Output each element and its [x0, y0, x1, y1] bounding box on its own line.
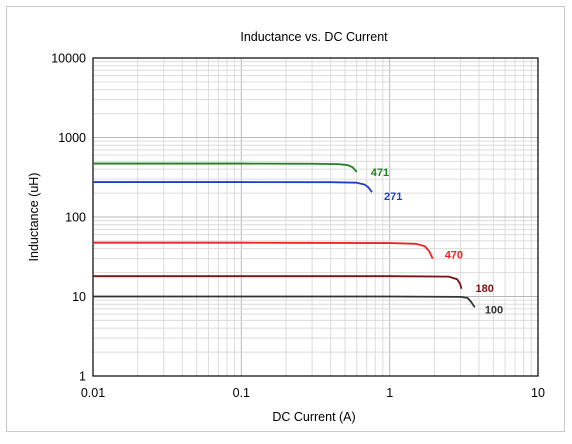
x-tick-label: 10	[531, 386, 545, 400]
x-axis-label: DC Current (A)	[272, 410, 355, 424]
series-label-100: 100	[485, 304, 503, 316]
series-label-271: 271	[384, 191, 402, 203]
series-labels: 471 271 470 180 100	[371, 167, 503, 317]
x-tick-label: 1	[386, 386, 393, 400]
chart-title: Inductance vs. DC Current	[240, 30, 388, 44]
series-line-100	[93, 295, 476, 308]
plot-area	[92, 57, 539, 377]
y-tick-label: 1000	[58, 131, 86, 145]
y-tick-label: 100	[65, 211, 86, 225]
series-label-470: 470	[445, 250, 463, 262]
y-tick-label: 10	[72, 290, 86, 304]
series-line-180	[93, 275, 463, 290]
series-line-271	[93, 181, 373, 193]
y-axis-label: Inductance (uH)	[27, 173, 41, 262]
x-tick-label: 0.01	[81, 386, 105, 400]
series-label-180: 180	[476, 283, 494, 295]
x-tick-label: 0.1	[233, 386, 250, 400]
y-tick-label: 10000	[51, 52, 86, 66]
series-label-471: 471	[371, 167, 389, 179]
x-tick-labels: 0.01 0.1 1 10	[81, 386, 545, 400]
series-line-471	[93, 162, 358, 173]
series-line-470	[93, 241, 434, 259]
y-tick-labels: 1 10 100 1000 10000	[51, 52, 86, 384]
series-layer	[93, 162, 476, 308]
y-tick-label: 1	[79, 370, 86, 384]
